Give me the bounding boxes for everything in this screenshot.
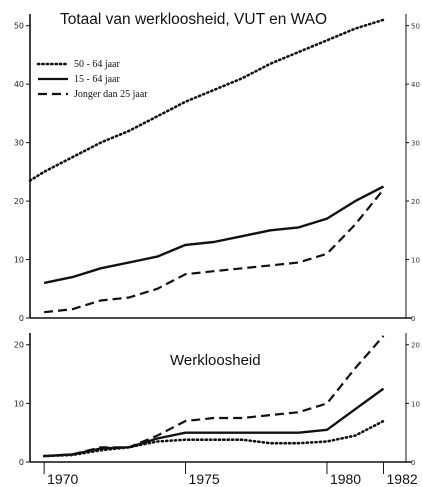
right-y-tick-label: 30 <box>411 140 420 148</box>
legend-label-jonger-25: Jonger dan 25 jaar <box>74 89 148 100</box>
right-y-tick-label: 50 <box>411 23 420 31</box>
top-panel-series <box>28 18 385 314</box>
right-y-tick-label: 10 <box>411 257 420 265</box>
x-tick-label: 1982 <box>387 471 418 487</box>
right-y-tick-label: 20 <box>411 198 420 206</box>
bottom-panel-y-ticks: 0 0 10 10 20 20 <box>14 341 420 467</box>
x-tick-label: 1975 <box>189 471 220 487</box>
bottom-panel-series <box>42 335 385 458</box>
bottom-panel-title: Werkloosheid <box>170 352 261 369</box>
top-panel: Totaal van werkloosheid, VUT en WAO 0 0 10… <box>14 11 420 323</box>
right-y-tick-label: 10 <box>411 400 420 408</box>
series-line-dashed <box>43 188 385 314</box>
y-tick-label: 50 <box>14 22 24 31</box>
right-y-tick-label: 40 <box>411 81 420 89</box>
top-panel-y-ticks: 0 0 10 10 20 20 30 30 40 40 50 50 <box>14 22 420 323</box>
right-y-tick-label: 20 <box>411 342 420 350</box>
y-tick-label: 10 <box>14 256 24 265</box>
bottom-panel: Werkloosheid 0 0 10 10 20 20 1970 1975 1980 1982 <box>14 333 420 487</box>
y-tick-label: 0 <box>19 458 24 467</box>
legend-label-15-64: 15 - 64 jaar <box>74 74 120 85</box>
x-tick-label: 1970 <box>47 471 78 487</box>
series-line-dashed <box>44 335 385 458</box>
right-y-tick-label: 0 <box>411 315 415 323</box>
top-panel-title: Totaal van werkloosheid, VUT en WAO <box>60 11 327 28</box>
series-line-dotted <box>42 419 385 458</box>
series-line-solid <box>43 185 385 285</box>
series-line-dotted <box>28 18 385 182</box>
y-tick-label: 40 <box>14 80 24 89</box>
bottom-panel-x-ticks: 1970 1975 1980 1982 <box>43 462 418 487</box>
y-tick-label: 20 <box>14 197 24 206</box>
right-y-tick-label: 0 <box>411 459 415 467</box>
y-tick-label: 20 <box>14 341 24 350</box>
legend-label-50-64: 50 - 64 jaar <box>74 59 120 70</box>
series-line-solid <box>44 387 385 458</box>
y-tick-label: 30 <box>14 139 24 148</box>
top-panel-legend: 50 - 64 jaar 15 - 64 jaar Jonger dan 25 … <box>36 59 148 100</box>
x-tick-label: 1980 <box>330 471 361 487</box>
y-tick-label: 0 <box>19 314 24 323</box>
y-tick-label: 10 <box>14 399 24 408</box>
